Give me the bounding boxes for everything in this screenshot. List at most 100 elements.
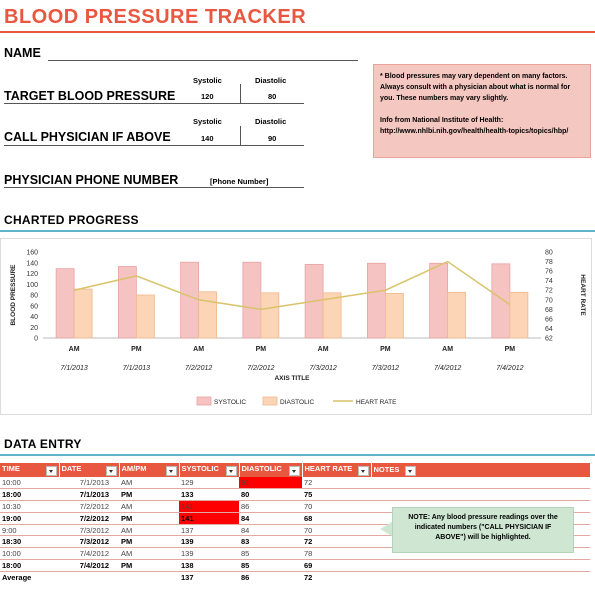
- name-input[interactable]: [48, 60, 358, 61]
- target-diastolic-value[interactable]: 80: [268, 92, 277, 101]
- table-cell-ampm[interactable]: PM: [119, 488, 179, 501]
- filter-dropdown-icon[interactable]: [405, 466, 417, 476]
- column-header-ampm[interactable]: AM/PM: [119, 463, 180, 477]
- table-cell-diastolic[interactable]: 84: [239, 524, 302, 537]
- table-cell-heart-rate[interactable]: 72: [302, 535, 371, 549]
- table-cell-heart-rate[interactable]: 69: [302, 559, 371, 573]
- table-cell-heart-rate[interactable]: 75: [302, 488, 371, 501]
- table-row[interactable]: 10:00 7/1/2013 AM 129 91 72: [0, 477, 590, 489]
- table-cell-diastolic[interactable]: 83: [239, 535, 302, 549]
- call-systolic-value[interactable]: 140: [201, 134, 214, 143]
- table-cell-systolic[interactable]: 139: [179, 547, 239, 561]
- filter-dropdown-icon[interactable]: [105, 466, 117, 476]
- table-cell-ampm[interactable]: AM: [119, 477, 179, 489]
- table-cell-heart-rate[interactable]: 78: [302, 547, 371, 561]
- table-cell-systolic[interactable]: 139: [179, 535, 239, 549]
- systolic-bar: [429, 262, 449, 339]
- table-cell-systolic[interactable]: 141: [179, 512, 239, 525]
- table-cell-ampm[interactable]: AM: [119, 524, 179, 537]
- table-cell-date[interactable]: 7/2/2012: [59, 500, 119, 513]
- call-diastolic-value[interactable]: 90: [268, 134, 277, 143]
- table-cell-heart-rate[interactable]: 68: [302, 512, 371, 525]
- x-tick-label: AM: [318, 346, 329, 353]
- highlight-note: NOTE: Any blood pressure readings over t…: [392, 507, 574, 553]
- call-divider: [240, 126, 241, 146]
- column-time-label: TIME: [2, 464, 20, 473]
- call-physician-label: CALL PHYSICIAN IF ABOVE: [4, 130, 171, 144]
- filter-dropdown-icon[interactable]: [357, 466, 369, 476]
- y2-tick-label: 66: [545, 316, 553, 323]
- table-cell-time[interactable]: 10:30: [0, 500, 59, 513]
- table-cell-systolic[interactable]: 141: [179, 500, 239, 513]
- y-tick-label: 80: [30, 293, 38, 300]
- bp-chart: 0 20 40 60 80 100 120 140 160 62 64 66 68 70 72 74 76 78 8…: [10, 250, 586, 407]
- table-cell-notes[interactable]: [371, 559, 590, 573]
- table-cell-notes[interactable]: [371, 488, 590, 501]
- column-header-heart-rate[interactable]: HEART RATE: [302, 463, 372, 477]
- table-cell-time[interactable]: 10:00: [0, 477, 59, 489]
- diastolic-bar: [322, 292, 342, 339]
- table-cell-diastolic[interactable]: 85: [239, 559, 302, 573]
- table-cell-ampm[interactable]: AM: [119, 547, 179, 561]
- table-cell-ampm[interactable]: AM: [119, 500, 179, 513]
- table-cell-diastolic[interactable]: 91: [239, 477, 302, 489]
- filter-dropdown-icon[interactable]: [45, 466, 57, 476]
- table-cell-diastolic[interactable]: 84: [239, 512, 302, 525]
- column-ampm-label: AM/PM: [121, 464, 147, 473]
- column-diastolic-label: DIASTOLIC: [241, 464, 282, 473]
- column-header-notes[interactable]: NOTES: [371, 463, 591, 477]
- table-cell-heart-rate[interactable]: 72: [302, 477, 371, 489]
- column-header-systolic[interactable]: SYSTOLIC: [179, 463, 240, 477]
- table-cell-time[interactable]: 18:30: [0, 535, 59, 549]
- table-cell-ampm[interactable]: PM: [119, 559, 179, 573]
- table-cell-empty: [119, 572, 179, 583]
- y-tick-label: 140: [26, 260, 38, 267]
- table-cell-date[interactable]: 7/4/2012: [59, 559, 119, 573]
- y-tick-label: 100: [26, 282, 38, 289]
- charted-progress-divider: [0, 230, 595, 232]
- table-cell-ampm[interactable]: PM: [119, 512, 179, 525]
- table-cell-date[interactable]: 7/1/2013: [59, 477, 119, 489]
- table-cell-systolic[interactable]: 138: [179, 559, 239, 573]
- filter-dropdown-icon[interactable]: [165, 466, 177, 476]
- table-cell-time[interactable]: 9:00: [0, 524, 59, 537]
- target-underline: [4, 103, 304, 104]
- table-cell-systolic[interactable]: 137: [179, 524, 239, 537]
- table-cell-diastolic[interactable]: 80: [239, 488, 302, 501]
- column-header-date[interactable]: DATE: [59, 463, 120, 477]
- systolic-bar: [242, 261, 262, 339]
- x-axis-title: AXIS TITLE: [274, 375, 310, 382]
- table-cell-date[interactable]: 7/4/2012: [59, 547, 119, 561]
- table-cell-date[interactable]: 7/1/2013: [59, 488, 119, 501]
- filter-dropdown-icon[interactable]: [288, 466, 300, 476]
- target-systolic-value[interactable]: 120: [201, 92, 214, 101]
- table-cell-notes[interactable]: [371, 477, 590, 489]
- table-cell-heart-rate[interactable]: 70: [302, 500, 371, 513]
- phone-value[interactable]: [Phone Number]: [210, 177, 269, 186]
- table-cell-time[interactable]: 10:00: [0, 547, 59, 561]
- y2-tick-label: 76: [545, 269, 553, 276]
- table-cell-time[interactable]: 19:00: [0, 512, 59, 525]
- table-cell-diastolic[interactable]: 85: [239, 547, 302, 561]
- table-cell-date[interactable]: 7/3/2012: [59, 524, 119, 537]
- filter-dropdown-icon[interactable]: [225, 466, 237, 476]
- y-axis-title: BLOOD PRESSURE: [10, 264, 17, 326]
- column-header-time[interactable]: TIME: [0, 463, 60, 477]
- diastolic-header: Diastolic: [255, 76, 287, 85]
- x-date-label: 7/1/2013: [123, 365, 150, 372]
- table-row[interactable]: 18:00 7/4/2012 PM 138 85 69: [0, 559, 590, 573]
- table-cell-systolic[interactable]: 129: [179, 477, 239, 489]
- table-cell-date[interactable]: 7/3/2012: [59, 535, 119, 549]
- table-cell-heart-rate[interactable]: 70: [302, 524, 371, 537]
- column-header-diastolic[interactable]: DIASTOLIC: [239, 463, 303, 477]
- table-cell-systolic[interactable]: 133: [179, 488, 239, 501]
- table-cell-date[interactable]: 7/2/2012: [59, 512, 119, 525]
- table-cell-ampm[interactable]: PM: [119, 535, 179, 549]
- target-bp-label: TARGET BLOOD PRESSURE: [4, 89, 176, 103]
- page-title: BLOOD PRESSURE TRACKER: [4, 6, 307, 28]
- table-cell-time[interactable]: 18:00: [0, 559, 59, 573]
- table-cell-diastolic[interactable]: 86: [239, 500, 302, 513]
- legend-heart-rate-label: HEART RATE: [356, 399, 397, 406]
- table-row[interactable]: 18:00 7/1/2013 PM 133 80 75: [0, 488, 590, 501]
- table-cell-time[interactable]: 18:00: [0, 488, 59, 501]
